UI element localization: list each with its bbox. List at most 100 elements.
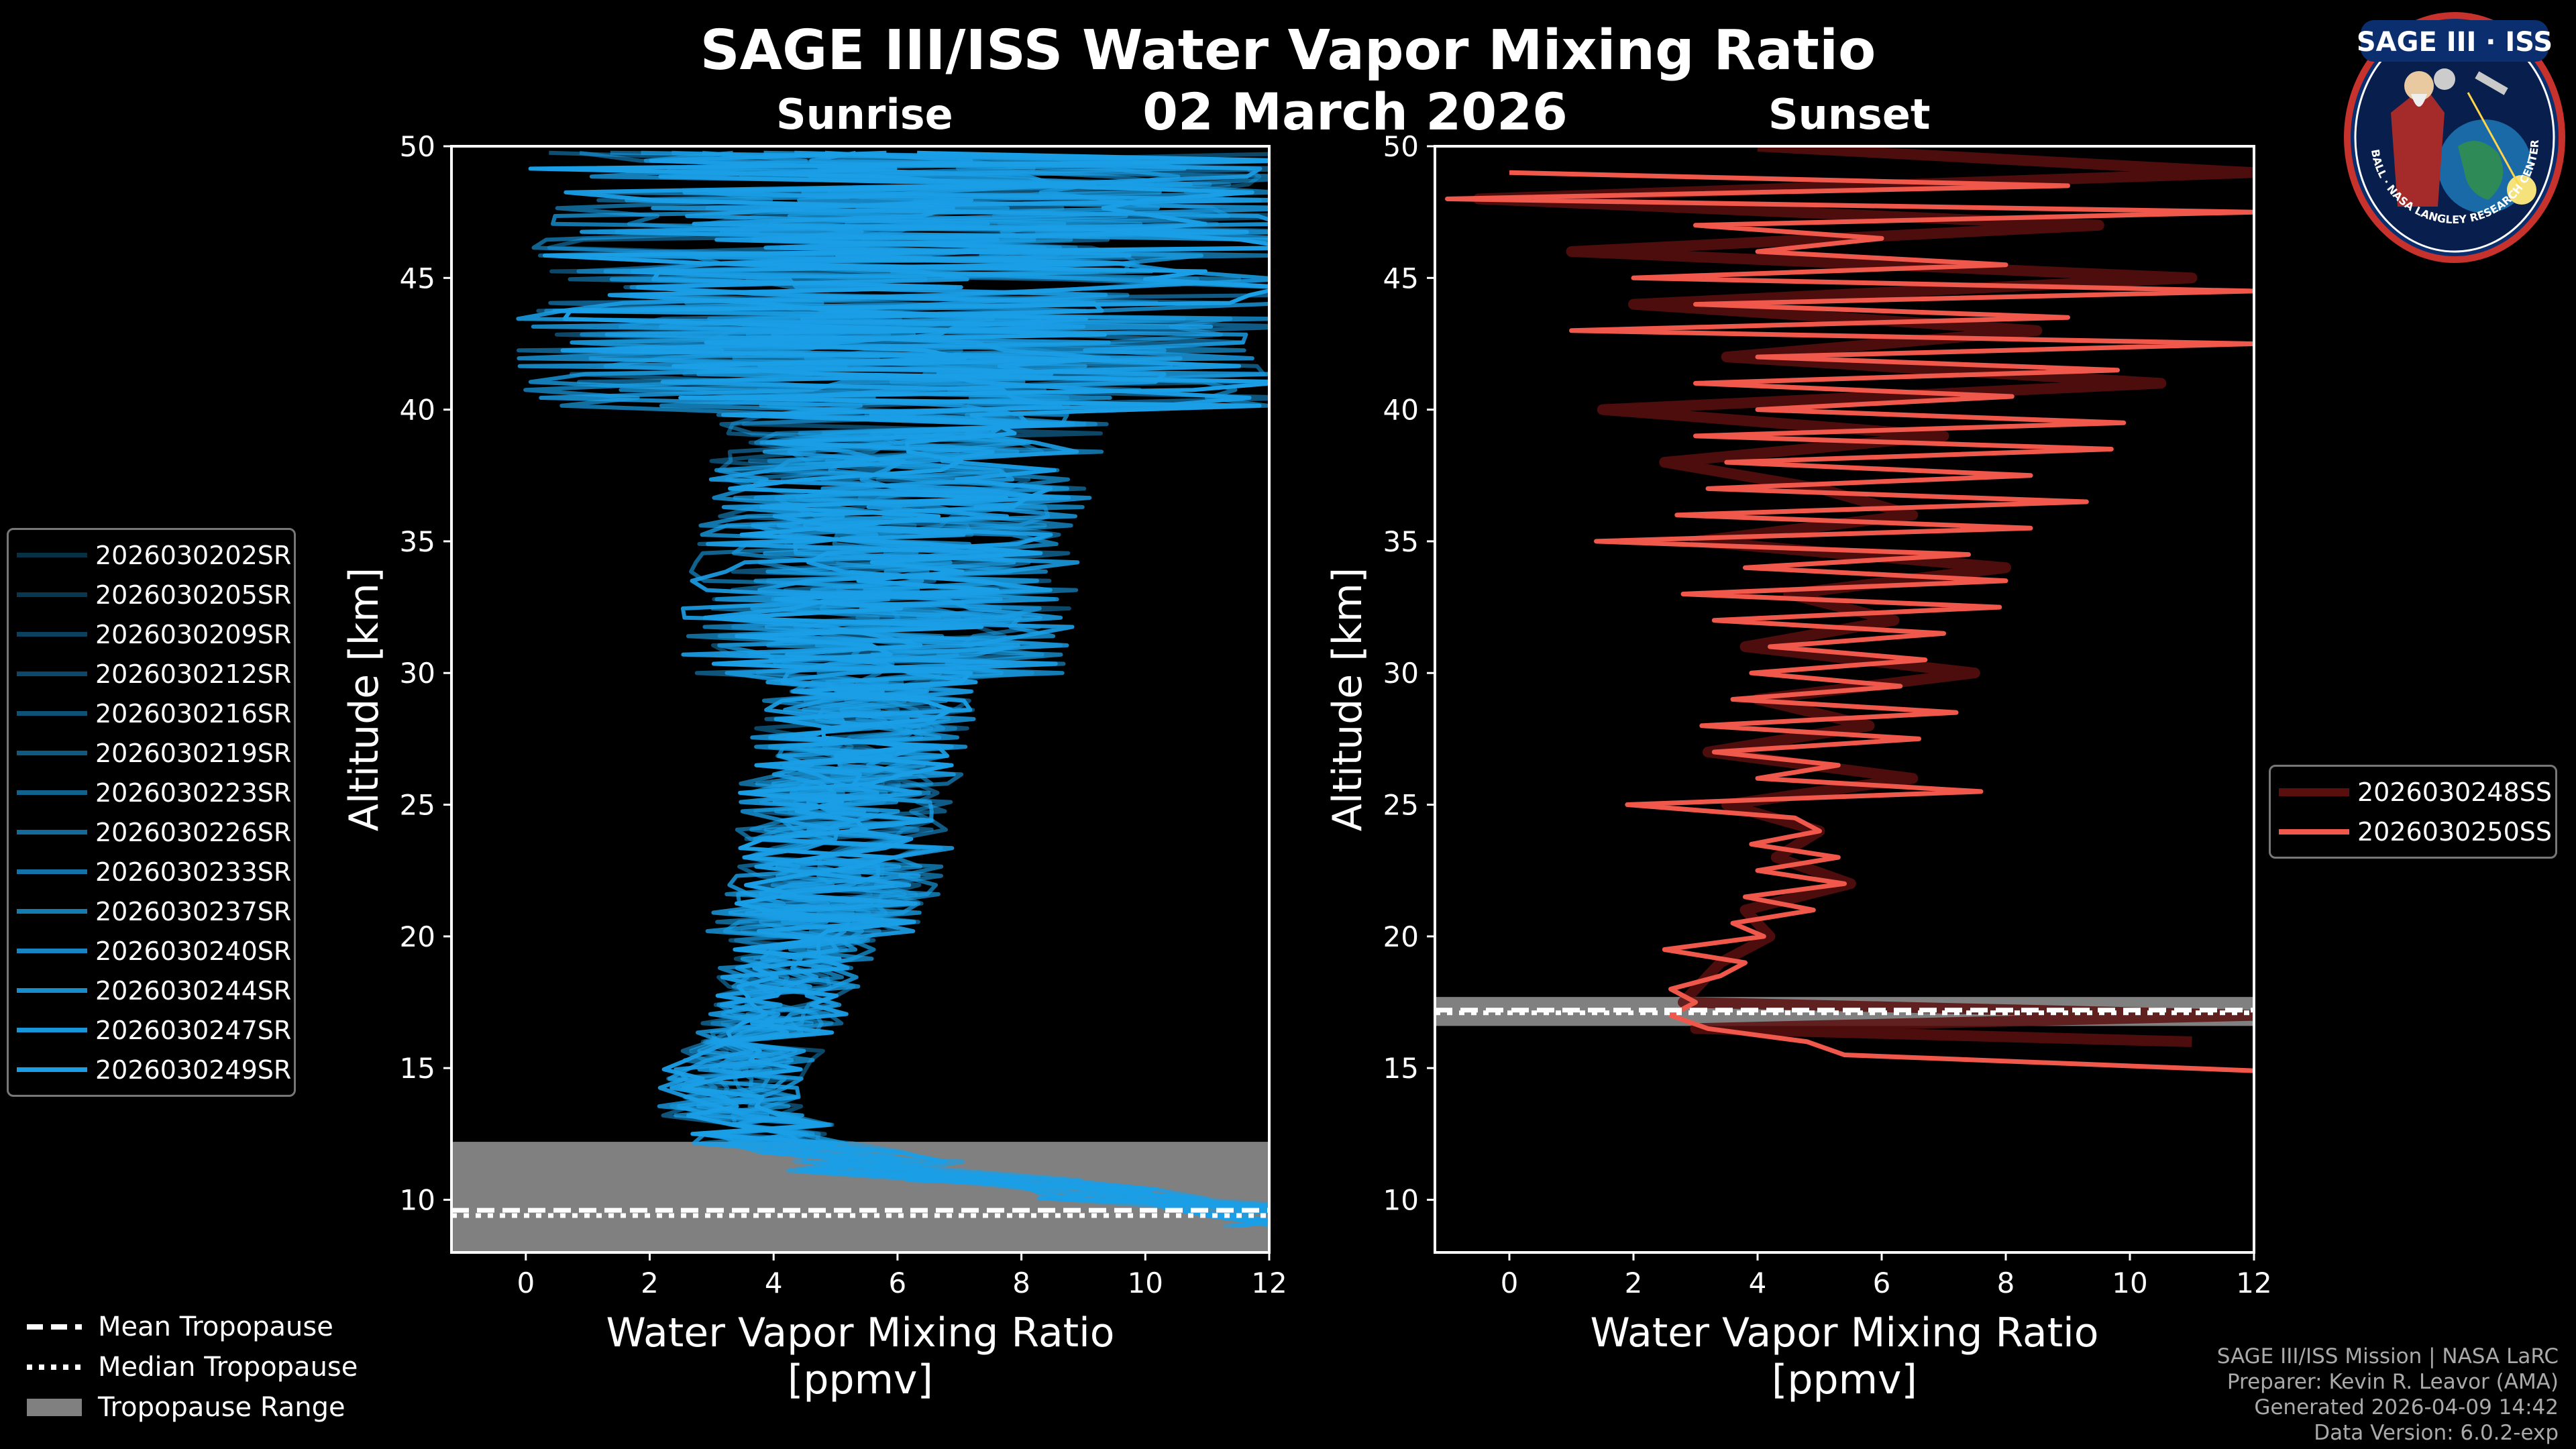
y-tick-label: 35 [400,525,435,558]
sunset-profile-2026030248SS [1472,146,2254,1047]
legend-label: 2026030209SR [95,619,292,649]
sunset-panel-title: Sunset [1768,90,1931,139]
y-tick-label: 20 [1383,920,1419,953]
y-tick-label: 45 [400,262,435,294]
x-tick-label: 0 [1501,1267,1519,1299]
legend-label: 2026030244SR [95,975,292,1006]
legend-entry: 2026030250SS [2271,812,2555,851]
sunrise-plot: 0 2 4 6 8 10 12 10 15 20 25 30 35 40 45 50 Water Vapor M… [341,130,1287,1403]
sunset-legend: 2026030248SS 2026030250SS [2269,765,2557,859]
legend-label: 2026030219SR [95,738,292,768]
x-tick-label: 10 [2112,1267,2147,1299]
y-tick-label: 10 [1383,1183,1419,1216]
legend-swatch [17,988,87,993]
x-tick-label: 6 [1873,1267,1891,1299]
y-tick-label: 30 [400,657,435,690]
legend-label: 2026030248SS [2357,777,2553,807]
chart-date: 02 March 2026 [1142,82,1568,142]
legend-entry: 2026030237SR [9,892,294,931]
legend-swatch [17,711,87,716]
legend-swatch [2279,828,2349,835]
x-tick-label: 8 [1012,1267,1030,1299]
legend-swatch [17,553,87,557]
median-tropopause-label: Median Tropopause [98,1352,358,1383]
y-tick-label: 35 [1383,525,1419,558]
x-tick-label: 0 [517,1267,535,1299]
legend-entry: 2026030219SR [9,733,294,773]
y-tick-label: 15 [1383,1052,1419,1085]
legend-label: 2026030237SR [95,896,292,926]
y-axis-label: Altitude [km] [341,568,388,832]
y-axis-label: Altitude [km] [1324,568,1371,832]
legend-entry: 2026030247SR [9,1010,294,1050]
y-tick-label: 40 [1383,394,1419,427]
plot-area [1435,146,2254,1073]
x-tick-label: 4 [765,1267,783,1299]
x-tick-label: 4 [1749,1267,1767,1299]
legend-entry: 2026030249SR [9,1050,294,1089]
y-tick-label: 25 [400,789,435,822]
legend-swatch [17,592,87,597]
sunset-profile-2026030250SS [1445,170,2254,1073]
tropopause-legend: Mean Tropopause Median Tropopause Tropop… [24,1307,358,1428]
x-axis-label: Water Vapor Mixing Ratio [1591,1309,2099,1356]
x-tick-label: 12 [2236,1267,2271,1299]
credit-line-2: Preparer: Kevin R. Leavor (AMA) [2226,1370,2559,1394]
y-tick-label: 20 [400,920,435,953]
credit-line-4: Data Version: 6.0.2-exp [2314,1421,2559,1445]
legend-entry: 2026030233SR [9,852,294,892]
mean-line-swatch [27,1324,82,1330]
legend-entry: 2026030244SR [9,971,294,1010]
sunrise-profile-2026030249SR [528,150,1269,1226]
legend-swatch [17,1067,87,1072]
sage-mission-logo: SAGE III · ISS BALL · NASA LANGLEY RESEA… [2344,12,2565,263]
y-tick-label: 15 [400,1052,435,1085]
legend-swatch [17,790,87,795]
legend-entry: 2026030202SR [9,535,294,575]
legend-swatch [17,830,87,835]
legend-swatch [17,672,87,676]
median-line-swatch [27,1364,82,1370]
y-tick-label: 10 [400,1183,435,1216]
legend-entry: 2026030212SR [9,654,294,694]
plot-frame [1434,145,2255,1254]
x-axis-label: Water Vapor Mixing Ratio [606,1309,1115,1356]
credit-line-1: SAGE III/ISS Mission | NASA LaRC [2216,1344,2559,1368]
legend-swatch [17,949,87,953]
legend-entry: 2026030223SR [9,773,294,812]
y-tick-label: 50 [1383,130,1419,163]
legend-entry: 2026030205SR [9,575,294,614]
legend-swatch [17,869,87,874]
legend-swatch [17,632,87,637]
x-tick-label: 2 [1625,1267,1643,1299]
legend-entry: 2026030216SR [9,694,294,733]
x-tick-label: 6 [889,1267,907,1299]
x-tick-label: 10 [1128,1267,1163,1299]
legend-label: 2026030205SR [95,580,292,610]
mean-tropopause-label: Mean Tropopause [98,1311,333,1342]
legend-swatch [2279,788,2349,796]
legend-label: 2026030249SR [95,1055,292,1085]
y-tick-label: 50 [400,130,435,163]
legend-swatch [17,751,87,755]
legend-label: 2026030240SR [95,936,292,966]
legend-swatch [17,909,87,914]
chart-title: SAGE III/ISS Water Vapor Mixing Ratio [700,19,1876,83]
credit-line-3: Generated 2026-04-09 14:42 [2254,1395,2559,1419]
x-tick-label: 8 [1997,1267,2015,1299]
legend-entry: 2026030248SS [2271,772,2555,812]
range-swatch [27,1399,82,1416]
x-axis-label: [ppmv] [1772,1356,1917,1403]
sunrise-legend: 2026030202SR 2026030205SR 2026030209SR 2026… [7,528,296,1097]
legend-label: 2026030223SR [95,777,292,808]
legend-label: 2026030202SR [95,540,292,570]
sunset-plot: 0 2 4 6 8 10 12 10 15 20 25 30 35 40 45 50 Water Vapor M… [1324,130,2272,1403]
legend-label: 2026030250SS [2357,816,2553,847]
tropopause-range-label: Tropopause Range [98,1392,345,1423]
legend-label: 2026030226SR [95,817,292,847]
legend-swatch [17,1028,87,1032]
plot-frame [450,145,1271,1254]
credits: SAGE III/ISS Mission | NASA LaRC Prepare… [2217,1344,2559,1446]
sunrise-panel-title: Sunrise [776,90,953,139]
legend-label: 2026030247SR [95,1015,292,1045]
